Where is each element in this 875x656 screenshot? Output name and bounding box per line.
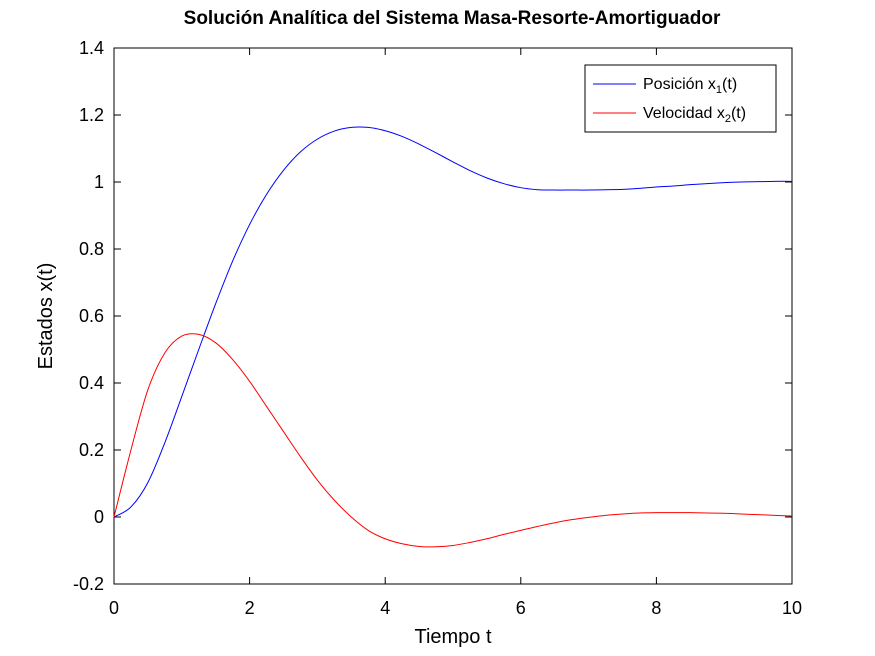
x-axis-label: Tiempo t: [414, 626, 492, 648]
x-tick-label: 4: [380, 598, 390, 618]
plot-area: -0.200.20.40.60.811.21.4 0 2 4 6 8 10: [73, 38, 802, 618]
y-tick-label: 0.8: [79, 239, 104, 259]
legend-items: Posición x1(t)Velocidad x2(t): [593, 76, 746, 125]
legend-label-main: Posición x: [643, 76, 716, 93]
y-tick-label: -0.2: [73, 574, 104, 594]
x-tick-label: 8: [651, 598, 661, 618]
series-line-1: [113, 126, 793, 518]
y-tick-label: 1: [94, 172, 104, 192]
y-axis-label: Estados x(t): [35, 263, 57, 370]
x-axis: 0 2 4 6 8 10: [109, 48, 802, 618]
x-tick-label: 0: [109, 598, 119, 618]
y-tick-label: 0.4: [79, 373, 104, 393]
series-lines: [113, 126, 793, 548]
legend-label-suffix: (t): [722, 76, 737, 93]
legend-label-1: Posición x1(t): [643, 76, 737, 96]
x-tick-label: 2: [245, 598, 255, 618]
y-tick-label: 0.2: [79, 440, 104, 460]
y-axis: -0.2 0 0.2 0.4 0.6 0.8 1 1.2 1.4: [73, 38, 792, 594]
y-tick-label: 1.4: [79, 38, 104, 58]
chart-title: Solución Analítica del Sistema Masa-Reso…: [184, 8, 721, 29]
legend-label-main: Velocidad x: [643, 105, 725, 122]
legend-label-subscript: 2: [725, 113, 731, 125]
x-tick-label: 10: [782, 598, 802, 618]
legend-box: [584, 64, 777, 133]
legend: Posición x1(t)Velocidad x2(t): [584, 64, 777, 133]
x-tick-label: 6: [516, 598, 526, 618]
y-tick-label: 0.6: [79, 306, 104, 326]
legend-label-subscript: 1: [716, 84, 722, 96]
series-line-2: [113, 333, 793, 548]
y-tick-label: 0: [94, 507, 104, 527]
legend-label-2: Velocidad x2(t): [643, 105, 746, 125]
y-tick-label: 1.2: [79, 105, 104, 125]
legend-label-suffix: (t): [731, 105, 746, 122]
